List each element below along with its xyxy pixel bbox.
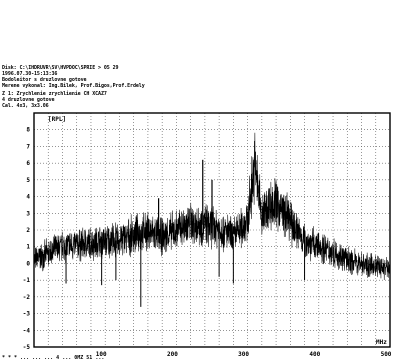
x-tick-label: 200: [167, 351, 178, 358]
y-tick-label: 8: [26, 127, 30, 134]
y-tick-label: 0: [26, 260, 30, 267]
y-tick-label: -4: [23, 327, 31, 334]
y-tick-label: -1: [23, 277, 31, 284]
y-tick-label: 7: [26, 143, 30, 150]
y-unit-label: [RPL]: [48, 116, 66, 123]
y-tick-label: 5: [26, 177, 30, 184]
plot-frame: [33, 112, 391, 348]
y-tick-label: -2: [23, 294, 31, 301]
header-line-2: 1996.07.30-15:13:36: [2, 71, 58, 77]
x-unit-label: MHz: [376, 339, 387, 346]
y-tick-label: 4: [26, 194, 30, 201]
x-tick-label: 500: [381, 351, 392, 358]
header-line-1: Disk: C:\IHDRUVR\SV\HVPDOC\SPRIE > 05 29: [2, 65, 119, 71]
signal-line: [33, 132, 391, 280]
x-tick-label: 300: [238, 351, 249, 358]
y-tick-label: 1: [26, 244, 30, 251]
y-tick-label: 3: [26, 210, 30, 217]
header-line-5: Z 1: Zrychlenie zrychlienie CH XCAZ7: [2, 91, 107, 97]
y-tick-label: -5: [23, 344, 31, 351]
header-line-4: Merene vykonal: Ing.Bilek, Prof.Bigos,Pr…: [2, 83, 145, 89]
x-tick-label: 400: [309, 351, 320, 358]
header-line-3: Bodoleitor s druzlovne gotove: [2, 77, 87, 83]
signal-trace: [33, 132, 391, 307]
x-tick-label: 100: [96, 351, 107, 358]
y-axis: 8 7 6 5 4 3 2 1 0 -1 -2 -3 -4 -5: [23, 127, 31, 351]
y-tick-label: 6: [26, 160, 30, 167]
y-tick-label: -3: [23, 311, 31, 318]
y-tick-label: 2: [26, 227, 30, 234]
header-line-6: 4 druzlovne gotove: [2, 97, 55, 103]
header-line-7: Cal. 4x3, 3x3.06: [2, 103, 49, 109]
footer-text: * * * ... ... ... 4 ... 0MZ 51 ...: [2, 355, 105, 361]
x-axis: 100 200 300 400 500: [96, 351, 392, 358]
